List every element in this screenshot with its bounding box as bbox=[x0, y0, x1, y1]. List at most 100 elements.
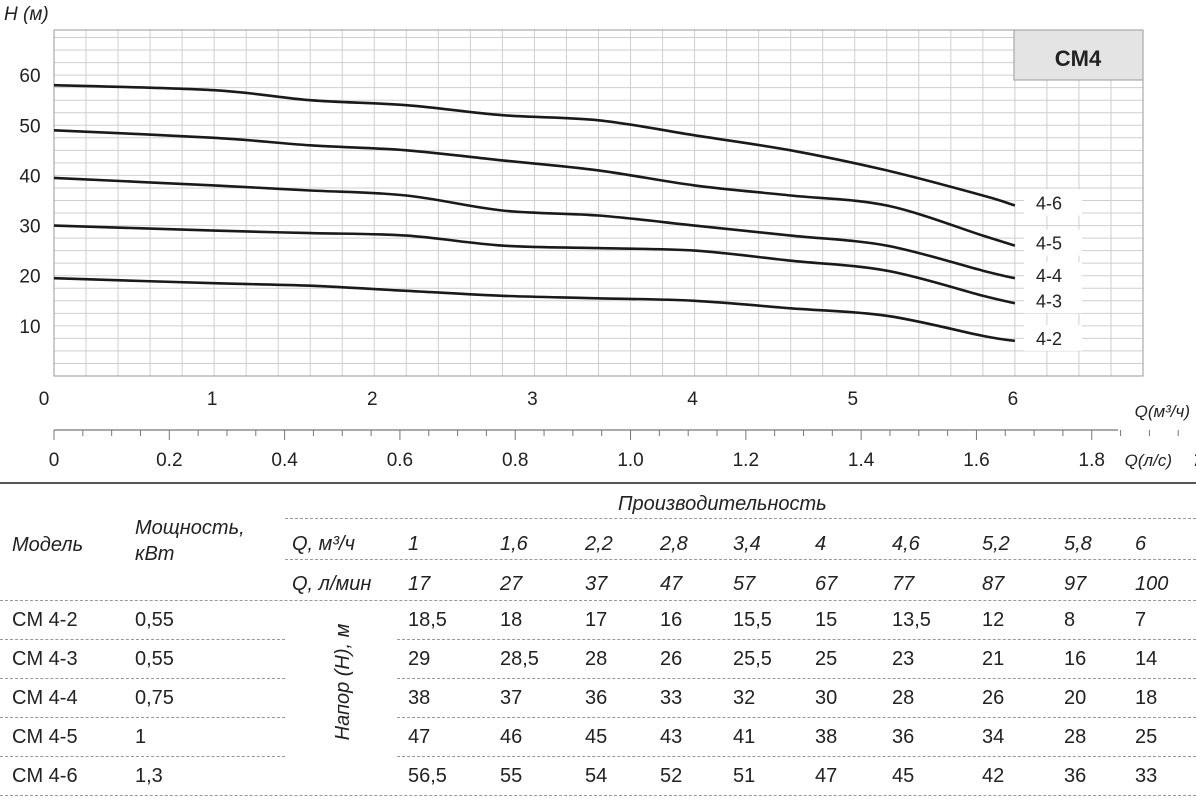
q-m3h-label: Q, м³/ч bbox=[292, 533, 355, 555]
pump-curves bbox=[53, 83, 1016, 343]
flow-m3h-value: 2,2 bbox=[585, 533, 613, 555]
head-value-cell: 28 bbox=[1064, 726, 1087, 748]
chart-grid bbox=[54, 30, 1143, 376]
flow-lmin-value: 57 bbox=[733, 573, 756, 595]
head-value-cell: 16 bbox=[660, 609, 683, 631]
model-badge: CM4 bbox=[1013, 29, 1144, 81]
head-value-cell: 25,5 bbox=[733, 648, 772, 670]
head-value-cell: 45 bbox=[585, 726, 608, 748]
head-value-cell: 47 bbox=[815, 765, 838, 787]
table-rule bbox=[285, 559, 1196, 560]
head-value-cell: 32 bbox=[733, 687, 756, 709]
flow-m3h-value: 6 bbox=[1135, 533, 1147, 555]
flow-lmin-value: 97 bbox=[1064, 573, 1087, 595]
flow-lmin-value: 17 bbox=[408, 573, 431, 595]
flow-m3h-value: 5,8 bbox=[1064, 533, 1092, 555]
head-value-cell: 43 bbox=[660, 726, 683, 748]
curve-label-bg bbox=[1024, 229, 1082, 256]
head-value-cell: 38 bbox=[408, 687, 431, 709]
flow-m3h-value: 2,8 bbox=[660, 533, 688, 555]
y-tick-label: 10 bbox=[19, 317, 40, 338]
head-value-cell: 52 bbox=[660, 765, 683, 787]
model-cell: CM 4-5 bbox=[12, 726, 78, 748]
table-rule bbox=[397, 678, 1196, 679]
flow-lmin-value: 87 bbox=[982, 573, 1005, 595]
head-value-cell: 45 bbox=[892, 765, 915, 787]
flow-lmin-value: 47 bbox=[660, 573, 683, 595]
head-value-cell: 8 bbox=[1064, 609, 1076, 631]
power-header: Мощность, кВт bbox=[135, 517, 245, 565]
secondary-axis-label: Q(л/с) bbox=[1125, 451, 1172, 470]
head-value-cell: 36 bbox=[1064, 765, 1087, 787]
x-tick-label: 6 bbox=[1008, 389, 1019, 410]
performance-table: Модель Мощность, кВт Производительность … bbox=[0, 482, 1196, 800]
x-tick-label: 5 bbox=[847, 389, 858, 410]
head-value-cell: 25 bbox=[1135, 726, 1158, 748]
flow-m3h-value: 5,2 bbox=[982, 533, 1010, 555]
model-cell: CM 4-6 bbox=[12, 765, 78, 787]
secondary-x-tick-label: 1.6 bbox=[963, 450, 989, 471]
head-value-cell: 28 bbox=[892, 687, 915, 709]
curve-4-2 bbox=[53, 276, 1016, 343]
head-value-cell: 7 bbox=[1135, 609, 1147, 631]
flow-m3h-value: 4 bbox=[815, 533, 827, 555]
head-value-cell: 26 bbox=[982, 687, 1005, 709]
head-value-cell: 20 bbox=[1064, 687, 1087, 709]
table-rule bbox=[285, 518, 1196, 519]
head-value-cell: 23 bbox=[892, 648, 915, 670]
table-rule bbox=[0, 600, 1196, 601]
y-tick-label: 40 bbox=[19, 166, 40, 187]
performance-header: Производительность bbox=[618, 493, 827, 515]
y-tick-label: 60 bbox=[19, 66, 40, 87]
x-tick-label: 0 bbox=[39, 389, 50, 410]
curve-label-4-5: 4-5 bbox=[1036, 234, 1062, 254]
model-cell: CM 4-4 bbox=[12, 687, 78, 709]
head-value-cell: 37 bbox=[500, 687, 523, 709]
x-tick-label: 3 bbox=[527, 389, 538, 410]
x-axis-label: Q(м³/ч) bbox=[1135, 402, 1190, 421]
table-rule bbox=[397, 717, 1196, 718]
head-value-cell: 16 bbox=[1064, 648, 1087, 670]
curve-4-3 bbox=[53, 224, 1016, 305]
head-value-cell: 36 bbox=[892, 726, 915, 748]
head-value-cell: 34 bbox=[982, 726, 1005, 748]
secondary-x-tick-label: 1.4 bbox=[848, 450, 875, 471]
secondary-x-tick-label: 0.6 bbox=[387, 450, 413, 471]
curve-label-bg bbox=[1024, 287, 1082, 314]
secondary-x-tick-label: 0.2 bbox=[156, 450, 182, 471]
flow-lmin-value: 27 bbox=[500, 573, 523, 595]
secondary-x-tick-label: 2.0 bbox=[1194, 450, 1196, 471]
flow-m3h-value: 1 bbox=[408, 533, 420, 555]
head-label: Напор (Н), м bbox=[332, 623, 354, 741]
head-value-cell: 36 bbox=[585, 687, 608, 709]
head-value-cell: 14 bbox=[1135, 648, 1158, 670]
curve-4-4 bbox=[53, 176, 1016, 280]
curve-label-bg bbox=[1024, 189, 1082, 216]
badge-text: CM4 bbox=[1055, 46, 1102, 71]
flow-lmin-value: 37 bbox=[585, 573, 608, 595]
table-top-rule bbox=[0, 482, 1196, 484]
power-cell: 1 bbox=[135, 726, 147, 748]
secondary-x-tick-label: 1.2 bbox=[733, 450, 759, 471]
table-rule bbox=[0, 717, 285, 718]
power-cell: 0,55 bbox=[135, 609, 174, 631]
head-value-cell: 18 bbox=[500, 609, 523, 631]
curve-label-4-6: 4-6 bbox=[1036, 194, 1062, 214]
head-value-cell: 51 bbox=[733, 765, 756, 787]
flow-lmin-value: 67 bbox=[815, 573, 838, 595]
head-value-cell: 38 bbox=[815, 726, 838, 748]
secondary-x-tick-label: 0 bbox=[49, 450, 60, 471]
q-lmin-label: Q, л/мин bbox=[292, 573, 372, 595]
head-value-cell: 42 bbox=[982, 765, 1005, 787]
head-value-cell: 15 bbox=[815, 609, 838, 631]
table-rule bbox=[397, 756, 1196, 757]
x-tick-labels: 0 1 2 3 4 5 6 bbox=[39, 389, 1018, 410]
pump-curve-chart: CM4 H (м) 10 20 30 40 50 60 0 1 2 3 4 5 6 Q(м³/ч) 0… bbox=[4, 4, 1196, 471]
curve-label-bg bbox=[1024, 262, 1082, 289]
x-tick-label: 2 bbox=[367, 389, 378, 410]
head-value-cell: 55 bbox=[500, 765, 523, 787]
head-value-cell: 18,5 bbox=[408, 609, 447, 631]
head-value-cell: 21 bbox=[982, 648, 1005, 670]
plot-frame bbox=[53, 29, 1144, 377]
table-rule bbox=[0, 756, 285, 757]
